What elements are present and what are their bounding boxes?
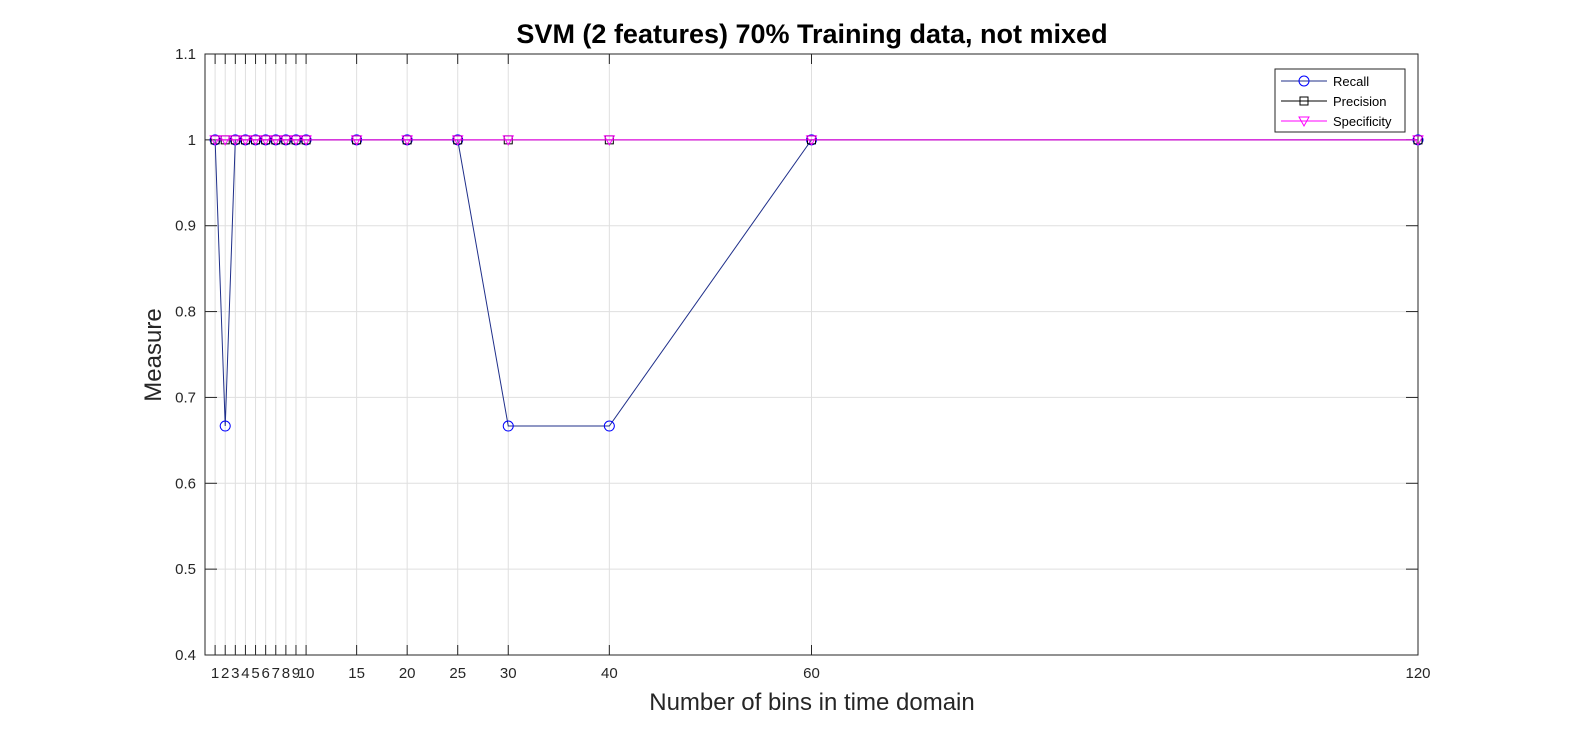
axis-ticks <box>205 53 1419 656</box>
recall-point <box>219 420 231 432</box>
specificity-point <box>451 135 464 146</box>
legend-marker-recall <box>1298 75 1310 87</box>
specificity-point <box>259 135 272 146</box>
legend: Recall Precision Specificity <box>1274 68 1406 133</box>
data-series <box>209 134 1424 432</box>
x-axis-title: Number of bins in time domain <box>649 689 974 716</box>
x-tick-label: 7 <box>272 665 280 682</box>
specificity-point <box>805 135 818 146</box>
chart-title: SVM (2 features) 70% Training data, not … <box>516 19 1107 49</box>
y-tick-label: 0.8 <box>175 304 196 321</box>
legend-marker-precision <box>1299 96 1309 106</box>
y-tick-label: 0.5 <box>175 561 196 578</box>
specificity-point <box>239 135 252 146</box>
legend-item-recall: Recall <box>1281 74 1369 89</box>
x-tick-label: 40 <box>601 665 618 682</box>
specificity-point <box>502 135 515 146</box>
x-tick-label: 2 <box>221 665 229 682</box>
legend-item-precision: Precision <box>1281 94 1386 109</box>
specificity-point <box>249 135 262 146</box>
grid <box>205 53 1419 656</box>
x-tick-label: 60 <box>803 665 820 682</box>
specificity-point <box>1412 135 1424 146</box>
x-tick-label: 5 <box>251 665 259 682</box>
legend-label-precision: Precision <box>1333 94 1386 109</box>
y-tick-label: 0.9 <box>175 218 196 235</box>
specificity-point <box>219 135 232 146</box>
x-tick-label: 4 <box>241 665 249 682</box>
x-tick-label: 9 <box>292 665 300 682</box>
y-axis-tick-labels: 0.4 0.5 0.6 0.7 0.8 0.9 1 1.1 <box>175 46 196 664</box>
x-tick-label: 10 <box>298 665 315 682</box>
y-tick-label: 0.6 <box>175 475 196 492</box>
specificity-point <box>229 135 242 146</box>
x-axis-tick-labels: 1 2 3 4 5 6 7 8 910 15 20 25 30 40 60 120 <box>211 665 1431 682</box>
specificity-point <box>350 135 363 146</box>
specificity-point <box>300 135 312 146</box>
x-tick-label: 20 <box>399 665 416 682</box>
series-specificity <box>209 135 1424 146</box>
specificity-point <box>603 135 616 146</box>
x-tick-label: 1 <box>211 665 219 682</box>
x-tick-label: 8 <box>282 665 290 682</box>
x-tick-label: 3 <box>231 665 239 682</box>
y-tick-label: 1.1 <box>175 46 196 63</box>
legend-item-specificity: Specificity <box>1281 114 1392 129</box>
x-tick-label: 120 <box>1405 665 1430 682</box>
y-tick-label: 1 <box>188 132 196 149</box>
legend-marker-specificity <box>1298 116 1310 128</box>
x-tick-label: 30 <box>500 665 517 682</box>
x-tick-label: 15 <box>348 665 365 682</box>
specificity-point <box>269 135 282 146</box>
legend-label-specificity: Specificity <box>1333 114 1392 129</box>
y-axis-title: Measure <box>140 308 167 401</box>
recall-point <box>502 420 514 432</box>
recall-point <box>603 420 615 432</box>
specificity-point <box>280 135 292 146</box>
y-tick-label: 0.7 <box>175 389 196 406</box>
legend-label-recall: Recall <box>1333 74 1369 89</box>
specificity-point <box>290 135 302 146</box>
y-tick-label: 0.4 <box>175 647 196 664</box>
specificity-point <box>209 135 221 146</box>
x-tick-label: 25 <box>449 665 466 682</box>
x-tick-label: 6 <box>261 665 269 682</box>
specificity-point <box>401 135 414 146</box>
